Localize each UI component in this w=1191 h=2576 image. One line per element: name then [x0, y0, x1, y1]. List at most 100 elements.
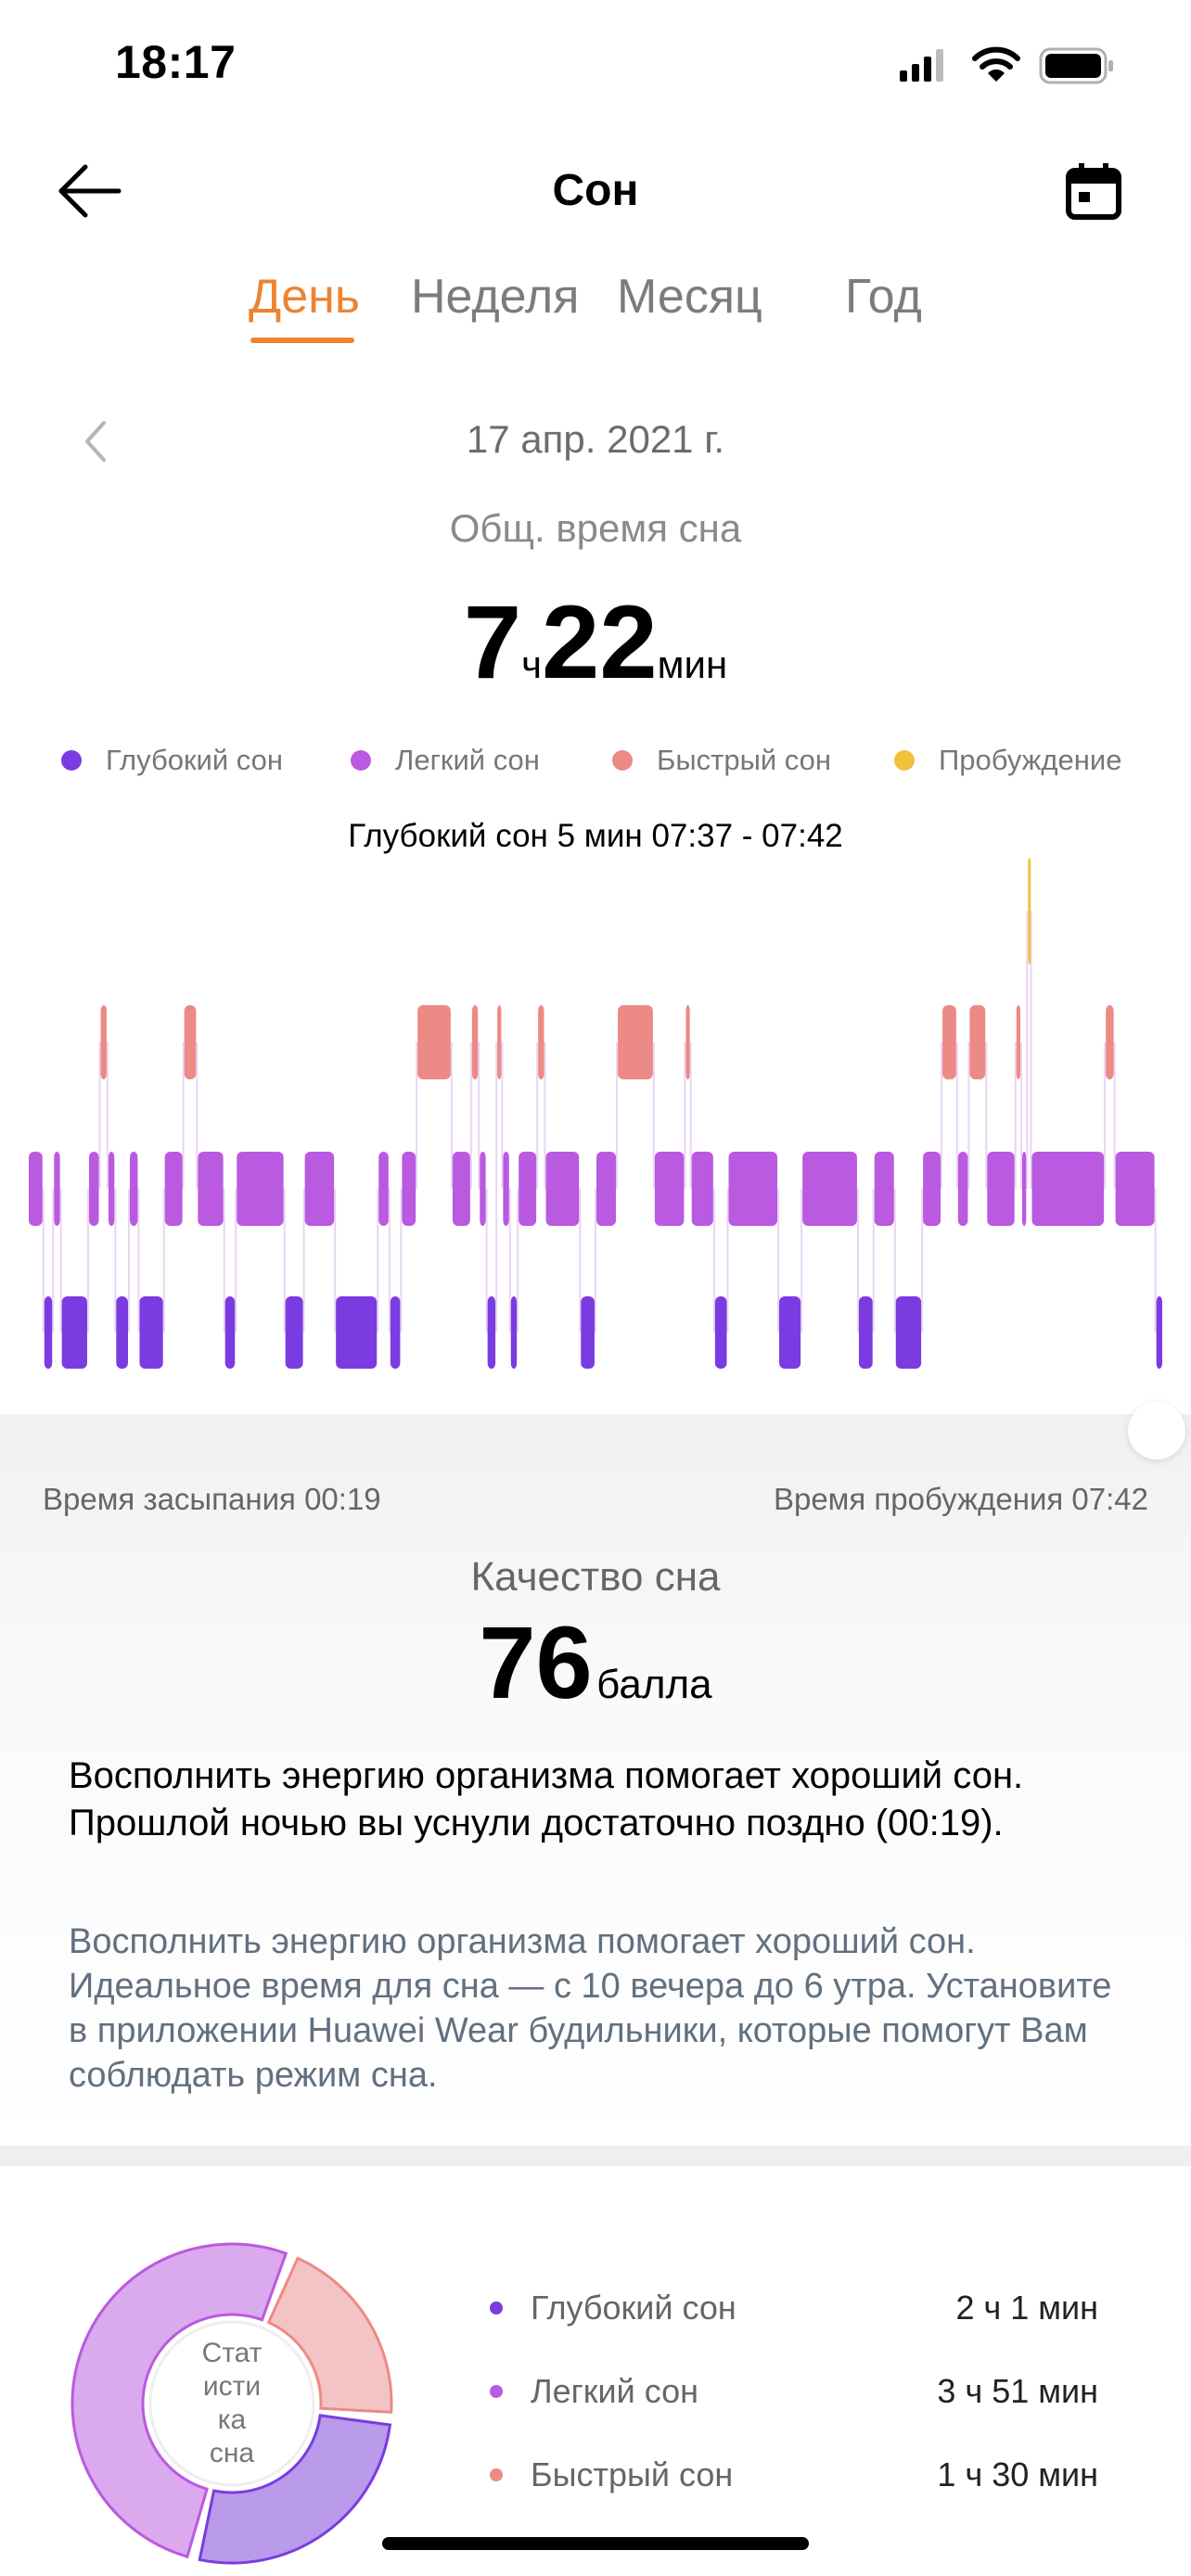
- hypnogram-transition: [856, 1189, 859, 1333]
- hypnogram-transition: [98, 1042, 101, 1189]
- home-indicator[interactable]: [382, 2537, 809, 2550]
- legend-light: Легкий сон: [351, 744, 540, 777]
- donut-slice-1: [70, 2242, 288, 2558]
- tab-month[interactable]: Месяц: [617, 270, 762, 324]
- hypnogram-segment-rem: [1106, 1005, 1114, 1079]
- hypnogram-transition: [712, 1189, 715, 1333]
- hypnogram-segment-deep: [139, 1296, 163, 1369]
- hypnogram-transition: [536, 1042, 539, 1189]
- hypnogram-segment-light: [1022, 1152, 1027, 1226]
- hypnogram-segment-deep: [779, 1296, 801, 1369]
- hypnogram-segment-awake: [1028, 858, 1031, 964]
- stat-light-label: Легкий сон: [531, 2372, 699, 2410]
- hypnogram-transition: [652, 1042, 655, 1189]
- legend-light-dot: [351, 750, 371, 771]
- tab-day[interactable]: День: [249, 270, 360, 324]
- hypnogram-transition: [595, 1189, 596, 1333]
- hypnogram-transition: [1154, 1189, 1157, 1333]
- hypnogram-segment-light: [378, 1152, 389, 1226]
- hypnogram-segment-light: [29, 1152, 43, 1226]
- hypnogram-transition: [127, 1189, 130, 1333]
- hypnogram-segment-light: [54, 1152, 60, 1226]
- sleep-hypnogram-chart[interactable]: [0, 853, 1191, 1409]
- hypnogram-transition: [544, 1042, 546, 1189]
- hypnogram-transition: [114, 1189, 117, 1333]
- chart-scrub-handle[interactable]: [1128, 1402, 1185, 1460]
- total-minutes-unit: мин: [657, 643, 728, 686]
- tab-year[interactable]: Год: [845, 270, 922, 324]
- hypnogram-transition: [955, 1042, 958, 1189]
- advice-main-text: Восполнить энергию организма помогает хо…: [69, 1755, 1024, 1843]
- hypnogram-segment-rem: [969, 1005, 986, 1079]
- hypnogram-segment-rem: [497, 1005, 502, 1079]
- hypnogram-transition: [196, 1042, 198, 1189]
- hypnogram-segment-light: [129, 1152, 138, 1226]
- hypnogram-segment-rem: [417, 1005, 451, 1079]
- hypnogram-segment-deep: [224, 1296, 236, 1369]
- hypnogram-transition: [800, 1189, 803, 1333]
- hypnogram-transition: [450, 1042, 453, 1189]
- hypnogram-segment-light: [237, 1152, 284, 1226]
- hypnogram-segment-light: [728, 1152, 778, 1226]
- wake-up-time: Время пробуждения 07:42: [773, 1482, 1148, 1516]
- hypnogram-transition: [985, 1042, 988, 1189]
- previous-date-chevron-icon[interactable]: [82, 419, 109, 464]
- hypnogram-segment-light: [923, 1152, 941, 1226]
- legend-awake-dot: [894, 750, 915, 771]
- legend-deep-label: Глубокий сон: [106, 744, 283, 776]
- back-arrow-icon[interactable]: [56, 163, 122, 219]
- battery-icon: [1039, 47, 1113, 84]
- legend-rem-dot: [612, 750, 633, 771]
- hypnogram-transition: [416, 1042, 418, 1189]
- hypnogram-transition: [941, 1042, 943, 1189]
- tab-week[interactable]: Неделя: [411, 270, 580, 324]
- legend-rem-label: Быстрый сон: [657, 744, 831, 776]
- hypnogram-transition: [42, 1189, 45, 1333]
- hypnogram-transition: [921, 1189, 924, 1333]
- hypnogram-segment-light: [987, 1152, 1015, 1226]
- stat-deep-dot: [490, 2302, 503, 2315]
- sleep-stats-donut: [70, 2242, 393, 2565]
- hypnogram-transition: [485, 1189, 488, 1333]
- hypnogram-segment-deep: [581, 1296, 595, 1369]
- donut-center-label: Стат исти ка сна: [201, 2338, 263, 2468]
- hypnogram-transition: [501, 1042, 504, 1189]
- hypnogram-transition: [400, 1189, 403, 1333]
- legend-light-label: Легкий сон: [395, 744, 540, 776]
- stat-rem-value: 1 ч 30 мин: [937, 2455, 1098, 2493]
- hypnogram-transition: [1030, 911, 1032, 1189]
- hypnogram-segment-rem: [1016, 1005, 1020, 1079]
- hypnogram-transition: [377, 1189, 379, 1333]
- hypnogram-segment-light: [480, 1152, 486, 1226]
- hypnogram-transition: [388, 1189, 391, 1333]
- quality-score-value: 76: [479, 1606, 593, 1720]
- hypnogram-segment-rem: [942, 1005, 956, 1079]
- section-divider: [0, 2146, 1191, 2166]
- hypnogram-transition: [777, 1189, 780, 1333]
- hypnogram-transition: [1014, 1042, 1017, 1189]
- hypnogram-segment-deep: [285, 1296, 303, 1369]
- hypnogram-segment-deep: [714, 1296, 727, 1369]
- quality-score-unit: балла: [596, 1662, 712, 1707]
- stat-deep-value: 2 ч 1 мин: [955, 2289, 1098, 2327]
- current-date: 17 апр. 2021 г.: [466, 417, 725, 461]
- status-time: 18:17: [115, 36, 237, 88]
- stat-light-value: 3 ч 51 мин: [937, 2372, 1098, 2410]
- hypnogram-transition: [283, 1189, 286, 1333]
- hypnogram-transition: [478, 1042, 480, 1189]
- hypnogram-segment-rem: [618, 1005, 653, 1079]
- hypnogram-transition: [106, 1042, 109, 1189]
- legend-awake: Пробуждение: [894, 744, 1121, 777]
- hypnogram-segment-rem: [184, 1005, 197, 1079]
- legend-deep-dot: [61, 750, 82, 771]
- hypnogram-transition: [579, 1189, 582, 1333]
- calendar-icon[interactable]: [1065, 161, 1122, 221]
- hypnogram-segment-light: [596, 1152, 617, 1226]
- donut-center: [148, 2320, 315, 2487]
- advice-sub-text: Восполнить энергию организма помогает хо…: [69, 1922, 1112, 2095]
- hypnogram-segment-light: [1031, 1152, 1105, 1226]
- hypnogram-segment-deep: [390, 1296, 401, 1369]
- hypnogram-segment-light: [874, 1152, 894, 1226]
- hypnogram-transition: [334, 1189, 337, 1333]
- total-sleep-value: 7ч22мин: [0, 582, 1191, 702]
